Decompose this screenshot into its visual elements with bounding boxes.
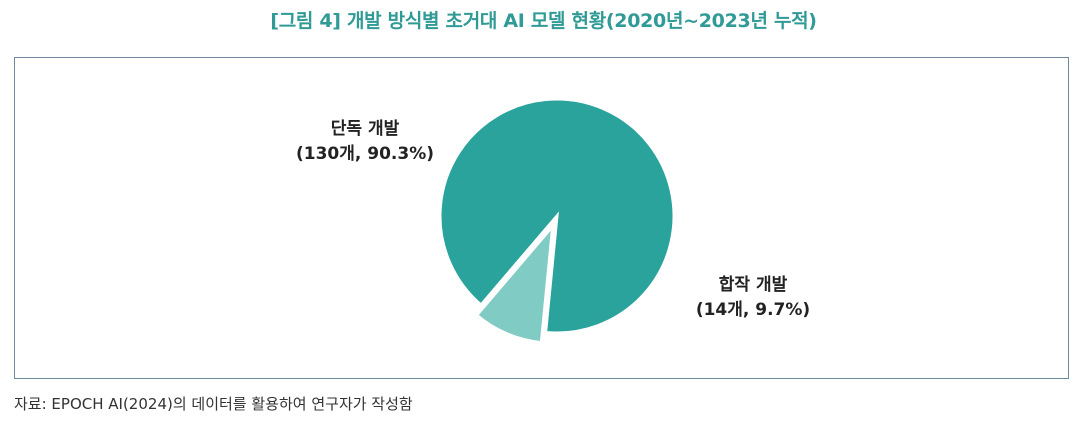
slice-label-name-2: 합작 개발 — [719, 274, 788, 295]
pie-labels: 단독 개발 (130개, 90.3%) 합작 개발 (14개, 9.7%) — [296, 119, 810, 320]
slice-label-value-2: (14개, 9.7%) — [696, 300, 810, 320]
slice-label-name-1: 단독 개발 — [331, 119, 400, 139]
slice-label-value-1: (130개, 90.3%) — [296, 144, 434, 164]
pie-chart: 단독 개발 (130개, 90.3%) 합작 개발 (14개, 9.7%) — [296, 97, 810, 345]
chart-title: [그림 4] 개발 방식별 초거대 AI 모델 현황(2020년~2023년 누… — [270, 10, 817, 32]
source-note: 자료: EPOCH AI(2024)의 데이터를 활용하여 연구자가 작성함 — [14, 395, 413, 413]
pie-slices — [438, 97, 676, 345]
pie-slice-2 — [474, 221, 555, 345]
pie-slice-1 — [438, 97, 676, 335]
chart-frame: 단독 개발 (130개, 90.3%) 합작 개발 (14개, 9.7%) — [14, 57, 1069, 379]
